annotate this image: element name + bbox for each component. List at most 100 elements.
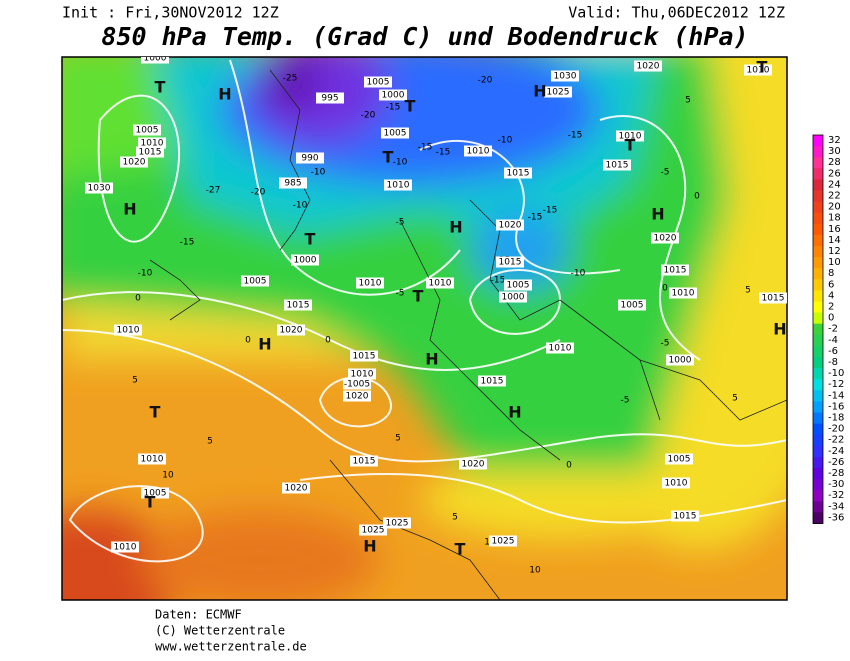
colorbar-label: -34	[828, 501, 844, 512]
isotherm-label: -10	[138, 269, 153, 279]
colorbar-swatch	[813, 423, 823, 436]
isobar-label: 1010	[672, 289, 695, 299]
isobar-label-box	[141, 57, 169, 64]
colorbar-swatch	[813, 501, 823, 513]
high-pressure-symbol: H	[651, 205, 664, 224]
isobar-label: 1010	[117, 326, 140, 336]
high-pressure-symbol: H	[533, 82, 546, 101]
colorbar-label: 22	[828, 191, 841, 202]
colorbar-swatch	[813, 323, 823, 336]
colorbar-swatch	[813, 246, 823, 258]
colorbar-swatch	[813, 135, 823, 147]
colorbar-label: 26	[828, 168, 841, 179]
isobar-label-box	[616, 130, 644, 142]
isobar-label: 995	[321, 94, 338, 104]
isobar-label: 1010	[467, 147, 490, 157]
colorbar-swatch	[813, 334, 823, 347]
isobar-label-box	[85, 182, 113, 194]
isobar-label-box	[496, 256, 524, 268]
isobar-label: 1005	[367, 78, 390, 88]
colorbar-swatch	[813, 345, 823, 358]
colorbar-swatch	[813, 479, 823, 491]
isotherm-label: -15	[386, 103, 401, 113]
isotherm-label: 5	[685, 96, 691, 106]
map-frame	[61, 56, 788, 601]
isobar-label-box	[426, 277, 454, 289]
colorbar-label: -6	[828, 346, 838, 357]
colorbar-swatch	[813, 290, 823, 302]
isobar-label: 1010	[141, 455, 164, 465]
colorbar-swatch	[813, 157, 823, 169]
isotherm-label: -15	[568, 131, 583, 141]
isobar-label: 1010	[665, 479, 688, 489]
isotherm-label: -15	[543, 206, 558, 216]
colorbar-label: -22	[828, 435, 844, 446]
isotherm-label: 5	[452, 513, 458, 523]
colorbar-swatch	[813, 223, 823, 236]
isobar-label: 1015	[606, 161, 629, 171]
isobar-label-box	[350, 455, 378, 467]
isobar-label: 1000	[669, 356, 692, 366]
colorbar-label: 4	[828, 290, 834, 301]
isotherm-label: 5	[207, 437, 213, 447]
colorbar-label: 0	[828, 313, 834, 324]
isobar-label: 1000	[502, 293, 525, 303]
isobar-label: 1005	[621, 301, 644, 311]
colorbar-label: -12	[828, 379, 844, 390]
isotherm-label: 0	[694, 192, 700, 202]
isobar-label-box	[489, 535, 517, 547]
isobar-label-box	[544, 86, 572, 98]
colorbar-swatch	[813, 368, 823, 380]
isotherm-label: -15	[180, 238, 195, 248]
isobar-label-box	[669, 287, 697, 299]
colorbar-swatch	[813, 190, 823, 203]
low-pressure-symbol: T	[145, 493, 156, 512]
isobar-label: 1020	[346, 392, 369, 402]
isobar-label-box	[496, 219, 524, 231]
isobar-label-box	[381, 127, 409, 139]
isotherm-label: -20	[361, 111, 376, 121]
colorbar-swatch	[813, 168, 823, 180]
isobar-label: 1000	[382, 91, 405, 101]
colorbar-label: 2	[828, 302, 834, 313]
colorbar-swatch	[813, 268, 823, 280]
isobar-label-box	[133, 124, 161, 136]
isobar-label-box	[661, 264, 689, 276]
colorbar-label: 10	[828, 257, 841, 268]
map-labels: 1000 T H -25 1005 1000 995 -15 -20 T 1005 -15 -15 101…	[85, 57, 787, 576]
isotherm-label: 0	[325, 336, 331, 346]
isobar-label-box	[343, 390, 371, 402]
isobar-label: 1025	[547, 88, 570, 98]
isobar-label-box	[282, 482, 310, 494]
isobar-label: 1020	[499, 221, 522, 231]
high-pressure-symbol: H	[258, 335, 271, 354]
isobar-label-box	[138, 137, 166, 149]
isobar-label: 1015	[674, 512, 697, 522]
isobar-label-box	[241, 275, 269, 287]
colorbar-swatch	[813, 234, 823, 247]
isobar-label: 1010	[429, 279, 452, 289]
colorbar-label: -28	[828, 468, 844, 479]
colorbar-swatch	[813, 379, 823, 391]
isobar-label: 1010	[387, 181, 410, 191]
colorbar-swatch	[813, 445, 823, 458]
init-time: Init : Fri,30NOV2012 12Z	[62, 4, 279, 22]
data-source: Daten: ECMWF	[155, 608, 242, 622]
colorbar-label: 32	[828, 135, 841, 146]
high-pressure-symbol: H	[123, 200, 136, 219]
isotherm-label: -25	[283, 74, 298, 84]
isobar-label: 1015	[287, 301, 310, 311]
isobar-label-box	[744, 64, 772, 76]
isobar-label-box	[665, 453, 693, 465]
low-pressure-symbol: T	[155, 78, 166, 97]
colorbar-swatch	[813, 468, 823, 480]
isobar-label: 1015	[664, 266, 687, 276]
isobar-label: 1030	[88, 184, 111, 194]
isobar-label-box	[662, 477, 690, 489]
colorbar-swatch	[813, 212, 823, 225]
low-pressure-symbol: T	[625, 136, 636, 155]
colorbar-swatch	[813, 257, 823, 269]
isobar-label: 1015	[139, 148, 162, 158]
